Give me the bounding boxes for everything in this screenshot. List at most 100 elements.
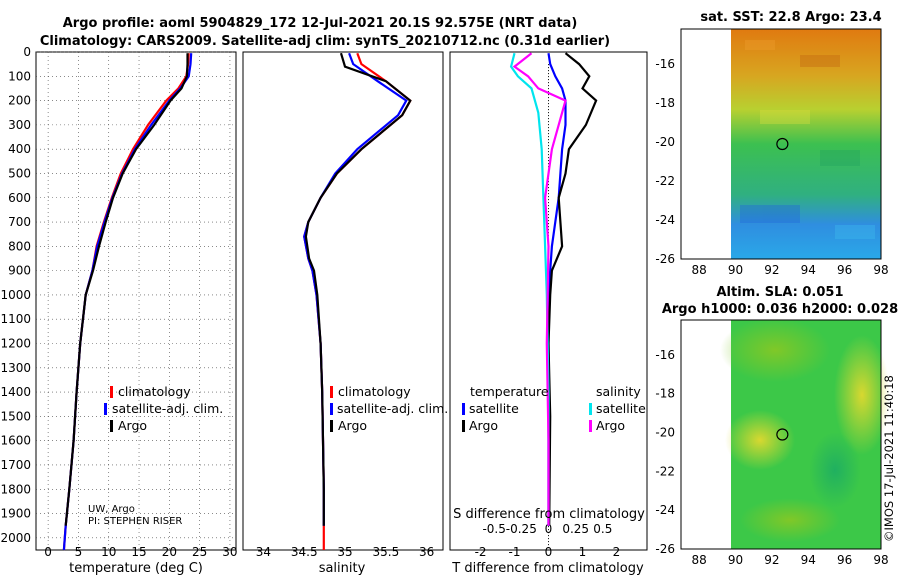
legend-label-temperature-argo: Argo: [469, 418, 498, 433]
sst-patch: [820, 150, 860, 166]
lon-tick-label: 92: [764, 553, 779, 567]
x-tick-label: 34: [256, 545, 271, 559]
sst-patch: [740, 205, 800, 223]
legend-label-satellite: satellite-adj. clim.: [337, 401, 448, 416]
s-difference-xlabel: S difference from climatology: [453, 507, 645, 522]
sst-patch: [760, 110, 810, 124]
s-difference-tick-labels: -0.5 -0.25 0 0.25 0.5: [482, 522, 612, 536]
title-line-2: Climatology: CARS2009. Satellite-adj cli…: [40, 34, 610, 49]
sla-blob: [725, 410, 795, 470]
series-line-temperature-argo: [547, 52, 598, 526]
lat-tick-label: -26: [655, 542, 675, 556]
y-tick-label: 700: [8, 215, 31, 229]
lat-tick-label: -20: [655, 135, 675, 149]
sst-map-panel: sat. SST: 22.8 Argo: 23.4 88 90 92 94 96 98 -1…: [655, 10, 888, 277]
y-tick-label: 1400: [0, 385, 31, 399]
y-tick-label: 600: [8, 191, 31, 205]
x-tick-label: 1: [579, 545, 587, 559]
y-tick-label: 0: [23, 45, 31, 59]
lon-tick-label: 96: [837, 553, 852, 567]
sla-map-title: Altim. SLA: 0.051: [717, 285, 844, 300]
series-line-temperature-satellite: [547, 53, 567, 526]
s-tick-label: 0: [545, 522, 553, 536]
series-line-argo: [304, 52, 412, 526]
credit-line-1: UW, Argo: [88, 504, 135, 515]
sla-map-axes-box: [680, 319, 882, 550]
legend-swatch-argo: [330, 420, 333, 432]
legend-label-satellite: satellite-adj. clim.: [112, 401, 223, 416]
x-tick-label: 2: [613, 545, 621, 559]
y-tick-label: 1000: [0, 288, 31, 302]
sst-patch: [745, 40, 775, 50]
salinity-axes-box: [242, 51, 444, 551]
lat-tick-label: -16: [655, 57, 675, 71]
legend-swatch-temperature-argo: [462, 420, 465, 432]
x-tick-label: -1: [509, 545, 521, 559]
y-tick-label: 1200: [0, 337, 31, 351]
y-tick-label: 500: [8, 166, 31, 180]
y-tick-label: 200: [8, 94, 31, 108]
x-tick-label: -2: [475, 545, 487, 559]
title-line-1: Argo profile: aoml 5904829_172 12-Jul-20…: [63, 16, 578, 31]
t-difference-xlabel: T difference from climatology: [451, 561, 644, 576]
t-difference-tick-labels: -2 -1 0 1 2: [475, 545, 621, 559]
s-tick-label: -0.5: [482, 522, 505, 536]
lon-tick-label: 92: [764, 263, 779, 277]
difference-panel: -2 -1 0 1 2 -0.5 -0.25 0 0.25 0.5 S difference f…: [449, 51, 648, 576]
lat-tick-label: -16: [655, 348, 675, 362]
legend-label-climatology: climatology: [118, 384, 191, 399]
legend-swatch-climatology: [110, 386, 113, 398]
x-tick-label: 30: [222, 545, 237, 559]
x-tick-label: 35.5: [372, 545, 399, 559]
y-tick-label: 1100: [0, 312, 31, 326]
difference-series: [509, 52, 598, 526]
difference-axes-box: [449, 51, 648, 551]
lon-tick-label: 88: [692, 553, 707, 567]
lat-tick-label: -18: [655, 96, 675, 110]
sla-float-marker: [776, 428, 789, 441]
series-line-climatology: [62, 53, 190, 551]
difference-legend: temperature satellite Argo salinity sate…: [462, 384, 646, 433]
y-tick-label: 800: [8, 239, 31, 253]
credit-line-2: PI: STEPHEN RISER: [88, 516, 182, 527]
lat-tick-label: -18: [655, 387, 675, 401]
sst-map-title: sat. SST: 22.8 Argo: 23.4: [700, 10, 881, 25]
x-tick-label: 10: [101, 545, 116, 559]
salinity-tick-labels: 34 34.5 35 35.5 36: [256, 545, 435, 559]
x-tick-label: 0: [545, 545, 553, 559]
x-tick-label: 25: [192, 545, 207, 559]
sst-map-field: [731, 29, 881, 259]
salinity-series: [303, 52, 412, 550]
y-tick-label: 400: [8, 142, 31, 156]
series-line-salinity-argo: [512, 52, 567, 526]
series-line-climatology: [303, 52, 412, 550]
salinity-panel: 34 34.5 35 35.5 36 salinity climatology sate…: [242, 51, 448, 576]
lat-tick-label: -20: [655, 426, 675, 440]
lat-tick-label: -22: [655, 464, 675, 478]
x-tick-label: 15: [131, 545, 146, 559]
temperature-tick-labels: 0 5 10 15 20 25 30: [44, 545, 237, 559]
temperature-panel: 0100200300400500600700800900100011001200…: [0, 45, 237, 576]
temperature-xlabel: temperature (deg C): [69, 561, 203, 576]
legend-label-climatology: climatology: [338, 384, 411, 399]
sla-map-subtitle: Argo h1000: 0.036 h2000: 0.028: [662, 302, 898, 317]
legend-label-argo: Argo: [338, 418, 367, 433]
lon-tick-label: 96: [837, 263, 852, 277]
lat-tick-label: -24: [655, 503, 675, 517]
legend-header-salinity: salinity: [596, 384, 641, 399]
s-tick-label: 0.5: [593, 522, 612, 536]
legend-header-temperature: temperature: [470, 384, 549, 399]
sla-map-panel: Altim. SLA: 0.051 Argo h1000: 0.036 h200…: [655, 285, 898, 567]
lon-tick-label: 98: [873, 263, 888, 277]
x-tick-label: 5: [75, 545, 83, 559]
imos-stamp: ©IMOS 17-Jul-2021 11:40:18: [882, 375, 896, 542]
lon-tick-label: 98: [873, 553, 888, 567]
lon-tick-label: 94: [801, 263, 816, 277]
y-tick-label: 300: [8, 118, 31, 132]
y-tick-label: 1300: [0, 361, 31, 375]
y-tick-label: 1600: [0, 434, 31, 448]
sst-float-marker: [776, 137, 789, 151]
legend-swatch-argo: [110, 420, 113, 432]
sst-map-tick-labels: 88 90 92 94 96 98 -16 -18 -20 -22 -24 -26: [655, 57, 888, 277]
x-tick-label: 36: [419, 545, 434, 559]
